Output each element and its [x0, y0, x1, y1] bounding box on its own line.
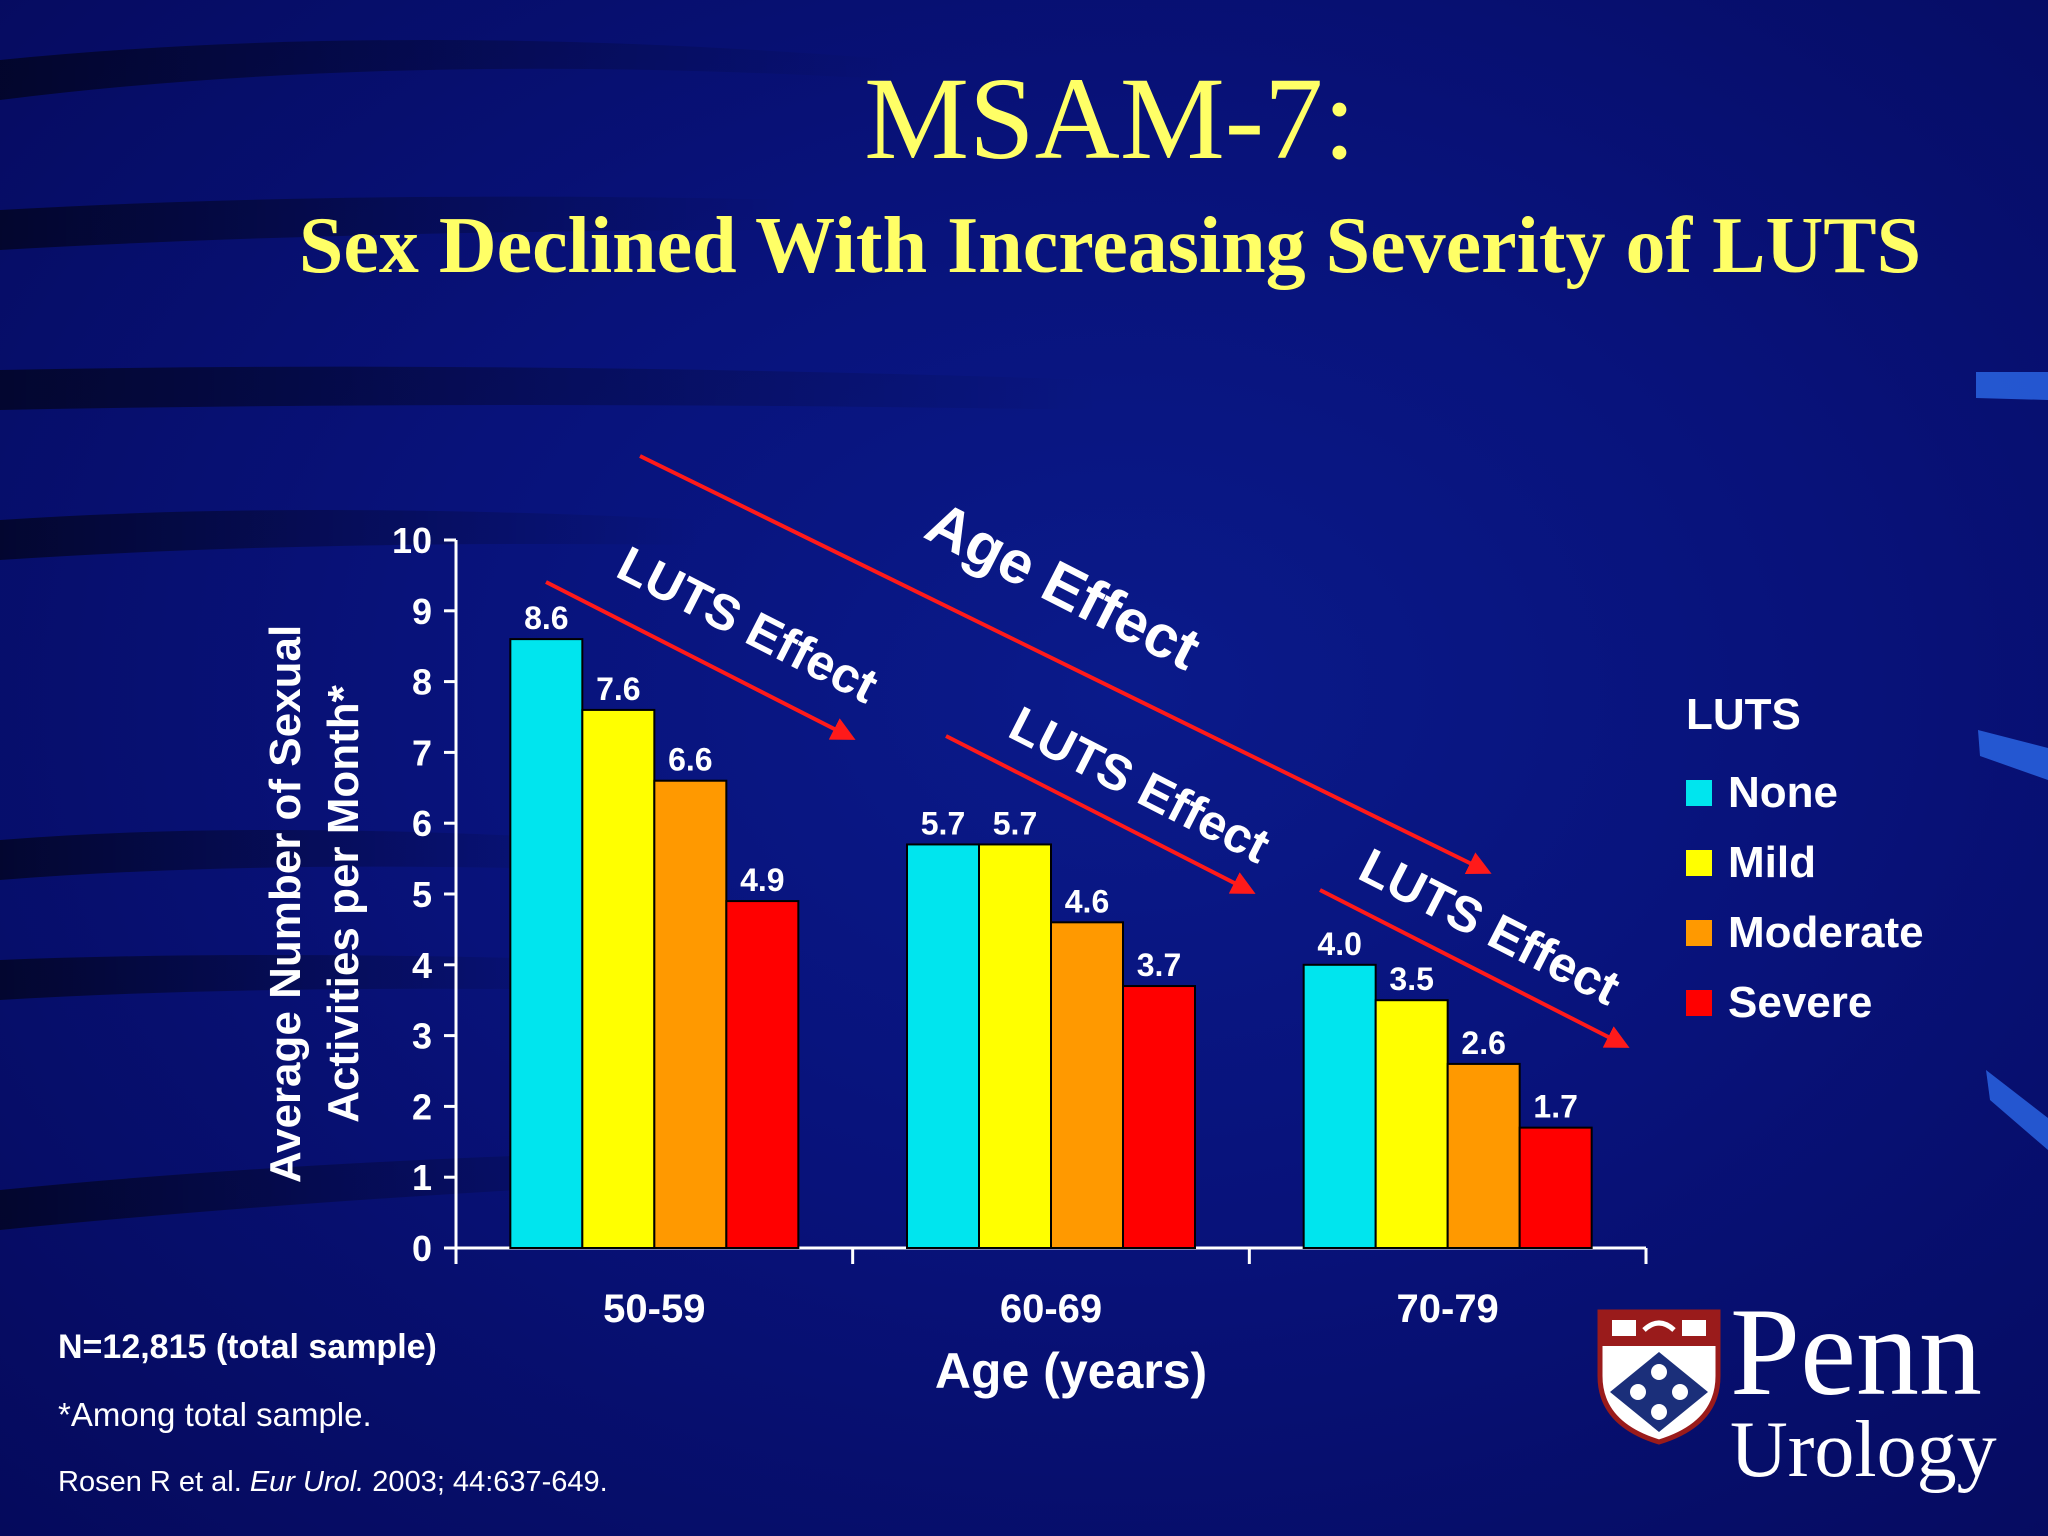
citation: Rosen R et al. Eur Urol. 2003; 44:637-64… [58, 1466, 608, 1499]
age-effect-label: Age Effect [916, 489, 1211, 683]
data-label: 8.6 [524, 600, 568, 636]
bar-mild-70-79 [1374, 999, 1449, 1250]
data-label: 2.6 [1461, 1025, 1505, 1061]
x-axis-title: Age (years) [935, 1343, 1207, 1399]
legend-label-severe: Severe [1728, 978, 1873, 1027]
bar-severe-70-79 [1518, 1126, 1593, 1250]
y-tick-label: 0 [412, 1228, 432, 1269]
chart-legend: LUTS None Mild Moderate Severe [1686, 690, 1924, 1038]
bar-moderate-70-79 [1446, 1062, 1521, 1250]
y-axis-title-line: Average Number of Sexual [261, 625, 310, 1183]
chart-bars [509, 638, 1593, 1250]
legend-swatch-mild [1686, 850, 1712, 876]
bar-moderate-50-59 [653, 779, 728, 1249]
data-label: 4.9 [740, 862, 784, 898]
y-tick-label: 10 [392, 520, 432, 561]
y-axis-title-line: Activities per Month* [319, 684, 368, 1122]
y-tick-label: 9 [412, 591, 432, 632]
data-label: 6.6 [668, 742, 712, 778]
age-effect-arrow [639, 454, 1492, 874]
citation-journal: Eur Urol. [249, 1466, 365, 1498]
data-label: 4.0 [1317, 926, 1361, 962]
legend-label-moderate: Moderate [1728, 908, 1924, 957]
chart-data-labels: 8.6 7.6 6.6 4.9 5.7 5.7 4.6 3.7 4.0 3.5 2.6 1.7 [524, 600, 1578, 1125]
slide-title: MSAM-7: [864, 53, 1356, 184]
y-tick-label: 2 [412, 1086, 432, 1127]
bar-moderate-60-69 [1050, 921, 1124, 1249]
luts-effect-label-1: LUTS Effect [609, 536, 887, 715]
legend-item-moderate: Moderate [1686, 898, 1924, 968]
citation-author: Rosen R et al. [58, 1466, 250, 1498]
legend-swatch-moderate [1686, 920, 1712, 946]
data-label: 5.7 [921, 805, 965, 841]
logo-urology-text: Urology [1730, 1406, 1997, 1494]
x-category-label: 50-59 [603, 1287, 705, 1331]
data-label: 3.5 [1389, 961, 1433, 997]
legend-item-severe: Severe [1686, 968, 1924, 1038]
y-axis-title: Average Number of Sexual Activities per M… [261, 625, 368, 1183]
luts-effect-arrow-2 [945, 734, 1256, 894]
slide-subtitle: Sex Declined With Increasing Severity of… [298, 202, 1922, 290]
data-label: 5.7 [993, 805, 1037, 841]
legend-title: LUTS [1686, 690, 1801, 739]
legend-label-none: None [1728, 768, 1838, 817]
bar-severe-50-59 [725, 900, 800, 1250]
legend-swatch-severe [1686, 990, 1712, 1016]
bar-none-50-59 [509, 638, 584, 1249]
data-label: 4.6 [1065, 883, 1109, 919]
footnote: *Among total sample. [58, 1396, 372, 1433]
bar-mild-60-69 [978, 843, 1052, 1249]
x-category-label: 70-79 [1397, 1287, 1499, 1331]
legend-label-mild: Mild [1728, 838, 1816, 887]
penn-shield-icon [1597, 1309, 1721, 1445]
luts-effect-arrow-3 [1319, 888, 1630, 1048]
bar-severe-60-69 [1122, 985, 1196, 1249]
x-category-label: 60-69 [1000, 1287, 1102, 1331]
bar-mild-50-59 [581, 708, 656, 1249]
legend-item-mild: Mild [1686, 828, 1924, 898]
legend-item-none: None [1686, 758, 1924, 828]
sample-size-note: N=12,815 (total sample) [58, 1328, 437, 1366]
logo-penn-text: Penn [1730, 1283, 1982, 1422]
y-tick-label: 5 [412, 874, 432, 915]
y-tick-label: 6 [412, 803, 432, 844]
data-label: 3.7 [1137, 947, 1181, 983]
data-label: 1.7 [1533, 1089, 1577, 1125]
y-tick-label: 7 [412, 732, 432, 773]
y-tick-label: 3 [412, 1016, 432, 1057]
y-tick-label: 1 [412, 1157, 432, 1198]
penn-urology-logo: Penn Urology [1594, 1290, 1997, 1506]
luts-effect-arrow-1 [545, 580, 856, 740]
y-tick-label: 4 [412, 945, 432, 986]
data-label: 7.6 [596, 671, 640, 707]
bar-none-70-79 [1302, 963, 1377, 1249]
chart-axes: 0 1 2 3 4 5 6 7 8 9 10 50-59 60-69 70-79 Age (years) Av… [261, 520, 1648, 1399]
bar-none-60-69 [906, 843, 980, 1249]
y-tick-label: 8 [412, 662, 432, 703]
citation-details: 2003; 44:637-649. [364, 1466, 608, 1498]
legend-swatch-none [1686, 780, 1712, 806]
